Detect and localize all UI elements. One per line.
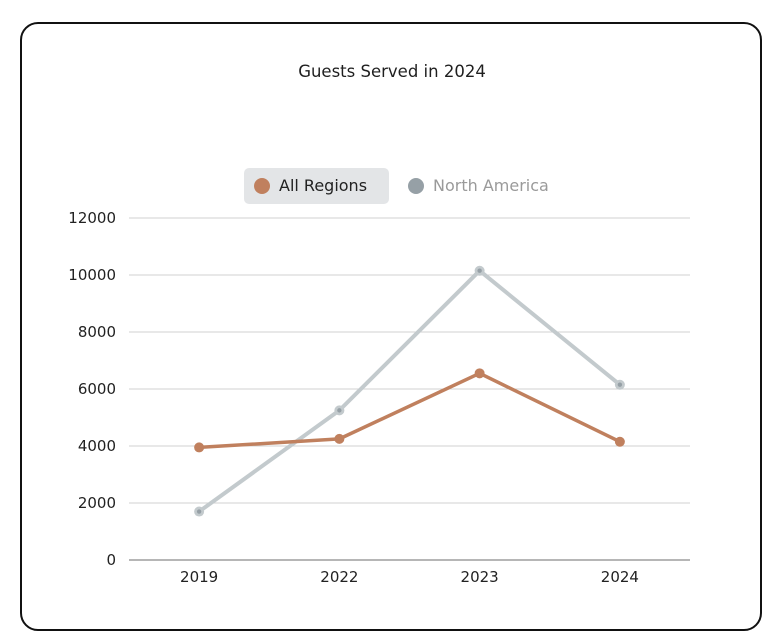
legend-item-all-regions[interactable]: All Regions <box>244 168 389 204</box>
y-tick-label: 0 <box>106 551 116 569</box>
y-tick-label: 12000 <box>68 209 116 227</box>
series-line-all-regions <box>197 371 622 450</box>
y-tick-label: 2000 <box>78 494 116 512</box>
x-tick-label: 2022 <box>320 568 358 586</box>
series-line-north-america <box>197 268 622 514</box>
data-point-all-regions[interactable] <box>334 433 345 444</box>
y-axis: 0 2000 4000 6000 8000 10000 12000 <box>68 209 116 569</box>
data-point-center-north-america <box>196 509 202 514</box>
legend-label-north-america: North America <box>433 176 549 195</box>
chart-title: Guests Served in 2024 <box>298 62 486 81</box>
legend: All Regions North America <box>244 168 549 204</box>
x-tick-label: 2024 <box>601 568 639 586</box>
legend-label-all-regions: All Regions <box>279 176 367 195</box>
data-point-center-north-america <box>617 382 623 387</box>
series-lines <box>194 265 625 517</box>
x-axis: 2019 2022 2023 2024 <box>180 568 639 586</box>
legend-marker-all-regions <box>254 178 270 194</box>
chart-card <box>20 22 762 631</box>
data-point-all-regions[interactable] <box>474 368 485 379</box>
data-point-all-regions[interactable] <box>614 436 625 447</box>
y-tick-label: 6000 <box>78 380 116 398</box>
legend-item-north-america[interactable]: North America <box>408 176 549 195</box>
y-tick-label: 4000 <box>78 437 116 455</box>
data-point-all-regions[interactable] <box>194 442 205 453</box>
x-tick-label: 2019 <box>180 568 218 586</box>
legend-item-highlight <box>244 168 389 204</box>
y-gridlines <box>129 217 690 504</box>
legend-marker-north-america <box>408 178 424 194</box>
x-tick-label: 2023 <box>461 568 499 586</box>
data-point-center-north-america <box>337 408 342 413</box>
y-tick-label: 8000 <box>78 323 116 341</box>
data-point-center-north-america <box>477 268 482 273</box>
y-tick-label: 10000 <box>68 266 116 284</box>
